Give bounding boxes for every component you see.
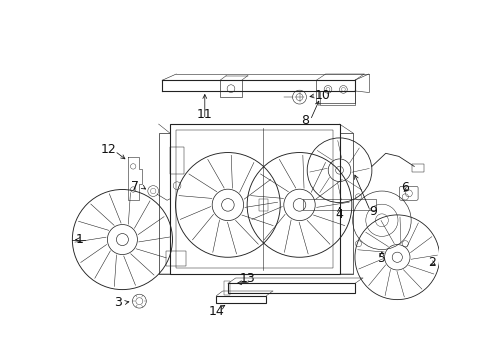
Text: 6: 6 [400,181,408,194]
Text: 2: 2 [427,256,435,269]
Text: 8: 8 [300,114,308,127]
Text: 14: 14 [208,305,224,318]
Text: 9: 9 [369,204,377,217]
Bar [303,199,375,210]
Bar [224,281,230,295]
Text: 4: 4 [335,208,343,221]
Bar [158,133,170,274]
Bar [176,130,333,268]
Text: 13: 13 [239,272,255,285]
Bar [166,251,185,266]
Bar [220,80,241,97]
Bar [339,133,353,274]
Bar [320,91,354,105]
Bar [411,164,424,172]
Text: 5: 5 [377,252,385,265]
Bar [258,199,267,211]
Text: 1: 1 [75,233,83,246]
Text: 11: 11 [197,108,212,121]
Bar [216,296,266,303]
Text: 3: 3 [114,296,122,309]
Bar [227,283,354,293]
Text: 12: 12 [101,143,116,156]
Text: 7: 7 [131,180,139,193]
Bar [170,124,339,274]
Text: 10: 10 [314,89,330,102]
Bar [316,80,354,103]
Bar [170,147,183,174]
